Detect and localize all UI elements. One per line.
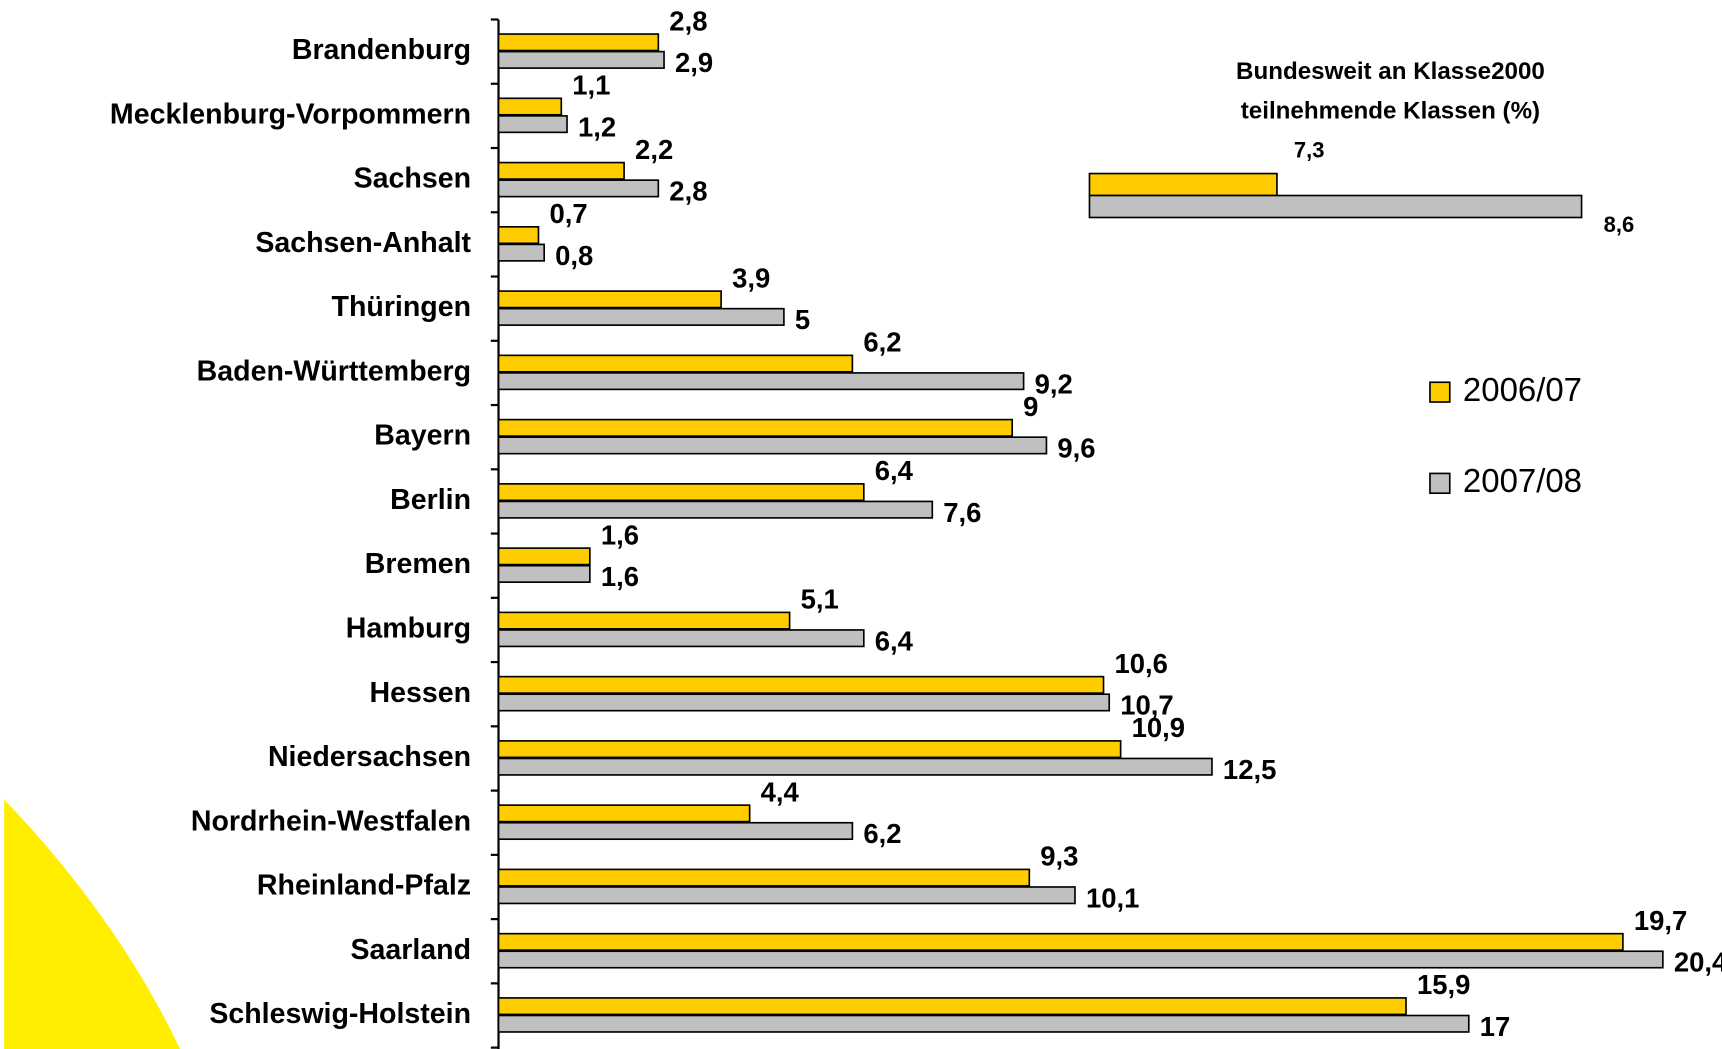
value-label: 2,8	[669, 176, 707, 207]
inset-bar	[1088, 194, 1583, 219]
value-label: 1,2	[578, 111, 616, 142]
bar	[497, 868, 1031, 887]
bar	[497, 693, 1111, 712]
bar	[497, 547, 591, 566]
value-label: 10,9	[1132, 712, 1185, 743]
bar	[497, 611, 791, 630]
value-label: 12,5	[1223, 754, 1276, 785]
category-label: Sachsen-Anhalt	[255, 227, 471, 259]
category-label: Hamburg	[346, 612, 471, 644]
value-label: 10,6	[1115, 648, 1168, 679]
value-label: 0,7	[549, 198, 587, 229]
category-label: Brandenburg	[292, 34, 471, 66]
bar	[497, 33, 660, 52]
legend-swatch	[1429, 381, 1451, 403]
bar	[497, 418, 1014, 437]
inset-bar	[1088, 172, 1278, 197]
value-label: 2,9	[675, 47, 713, 78]
decoration	[4, 799, 180, 1049]
value-label: 10,1	[1086, 882, 1139, 913]
category-label: Saarland	[350, 934, 471, 966]
bar	[497, 997, 1407, 1016]
bar	[497, 226, 540, 245]
bar	[497, 243, 546, 262]
bar	[497, 950, 1664, 969]
category-label: Berlin	[390, 484, 471, 516]
legend-label: 2007/08	[1463, 462, 1582, 499]
bar	[497, 629, 865, 648]
bar	[497, 161, 625, 180]
inset-value-label: 7,3	[1294, 137, 1325, 162]
value-label: 9	[1023, 391, 1038, 422]
inset-title: teilnehmende Klassen (%)	[1241, 97, 1540, 124]
bar	[497, 97, 563, 116]
bar	[497, 1014, 1470, 1033]
value-label: 7,6	[943, 497, 981, 528]
bar	[497, 483, 865, 502]
value-label: 17	[1480, 1011, 1511, 1042]
bar	[497, 372, 1025, 391]
bar	[497, 436, 1048, 455]
bar	[497, 804, 751, 823]
category-label: Baden-Württemberg	[197, 355, 471, 387]
category-label: Schleswig-Holstein	[209, 998, 471, 1030]
value-label: 9,3	[1040, 841, 1078, 872]
category-label: Thüringen	[332, 291, 472, 323]
value-label: 9,2	[1035, 368, 1073, 399]
value-label: 15,9	[1417, 969, 1470, 1000]
value-label: 0,8	[555, 240, 593, 271]
value-label: 19,7	[1634, 905, 1687, 936]
value-label: 3,9	[732, 262, 770, 293]
bar	[497, 564, 591, 583]
category-label: Rheinland-Pfalz	[257, 870, 471, 902]
bar	[497, 50, 665, 69]
bar	[497, 115, 568, 134]
value-label: 9,6	[1057, 433, 1095, 464]
bar	[497, 821, 854, 841]
legend-swatch	[1429, 472, 1451, 495]
bar	[497, 307, 785, 326]
value-label: 2,8	[669, 5, 707, 36]
inset-title: Bundesweit an Klasse2000	[1236, 58, 1545, 85]
bar	[497, 886, 1076, 905]
value-label: 1,6	[601, 561, 639, 592]
value-label: 10,7	[1120, 690, 1173, 721]
value-label: 6,2	[863, 327, 901, 358]
bar	[497, 675, 1105, 694]
bar	[497, 354, 854, 373]
category-label: Nordrhein-Westfalen	[191, 805, 471, 837]
legend-label: 2006/07	[1463, 371, 1582, 408]
category-label: Hessen	[369, 677, 471, 709]
value-label: 6,4	[875, 625, 914, 656]
bar	[497, 932, 1624, 951]
category-label: Sachsen	[354, 163, 471, 195]
value-label: 6,2	[863, 818, 901, 849]
bar	[497, 500, 934, 519]
bar	[497, 290, 722, 309]
value-label: 5	[795, 304, 810, 335]
value-label: 1,6	[601, 519, 639, 550]
category-label: Bayern	[374, 420, 471, 452]
category-label: Mecklenburg-Vorpommern	[110, 98, 471, 130]
bar	[497, 757, 1213, 776]
inset-value-label: 8,6	[1604, 212, 1635, 237]
value-label: 2,2	[635, 134, 673, 165]
value-label: 4,4	[761, 776, 800, 807]
value-label: 1,1	[572, 70, 610, 101]
bar	[497, 179, 660, 198]
value-label: 20,4	[1674, 947, 1722, 978]
category-label: Bremen	[365, 548, 471, 580]
bar	[497, 740, 1122, 759]
value-label: 5,1	[801, 584, 839, 615]
category-label: Niedersachsen	[268, 741, 471, 773]
value-label: 6,4	[875, 455, 914, 486]
